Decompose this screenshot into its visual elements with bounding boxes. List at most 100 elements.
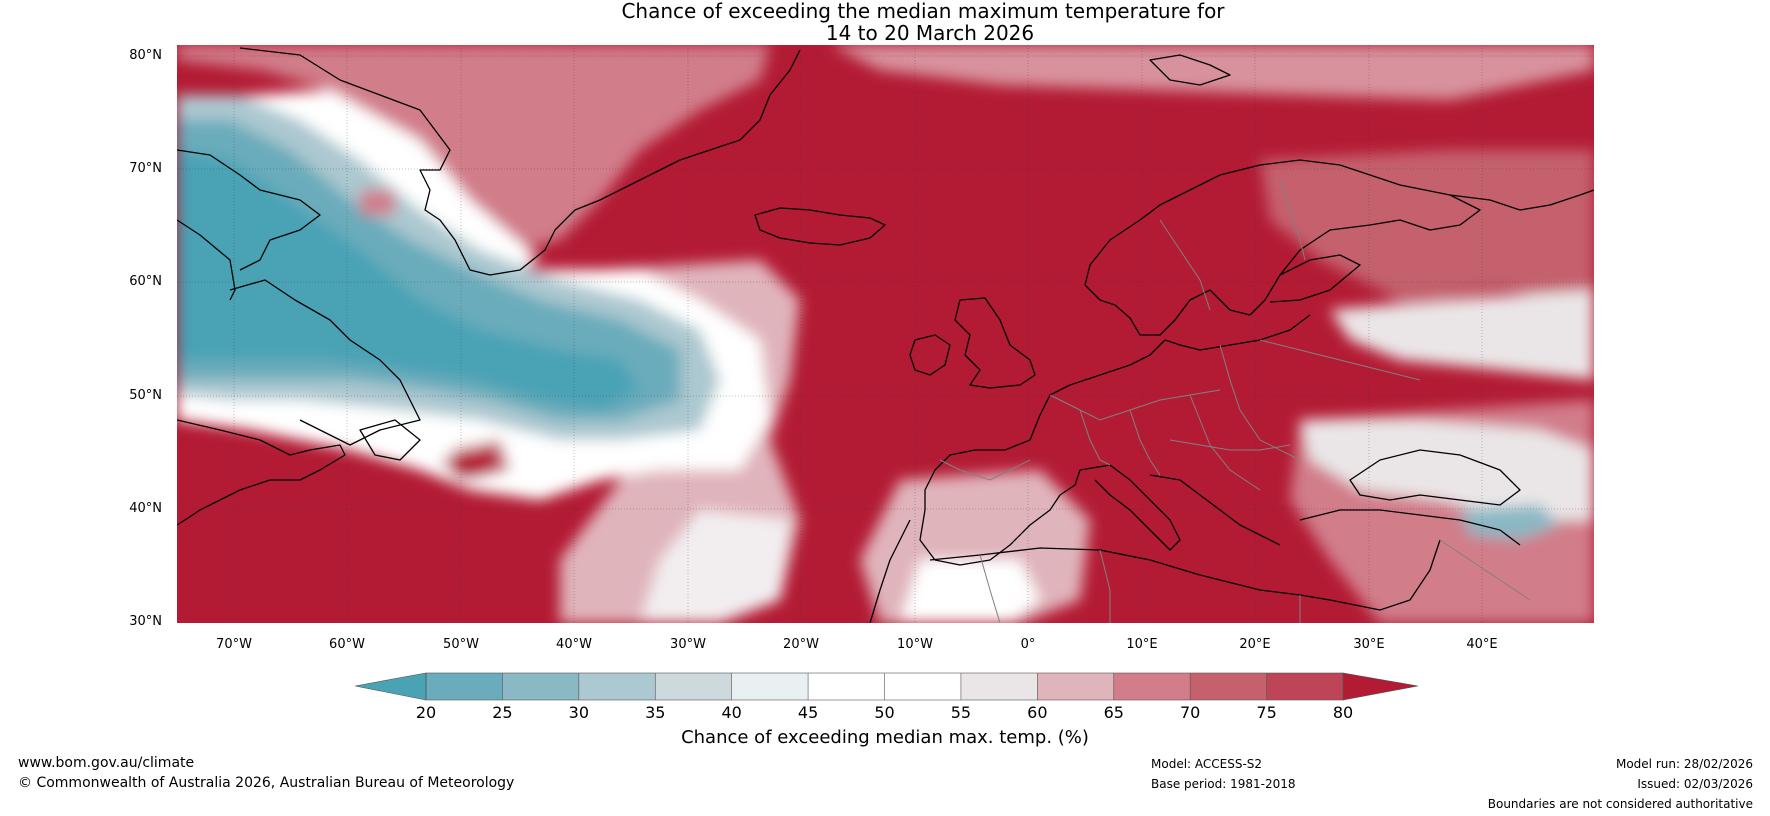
- probability-map: [177, 45, 1594, 623]
- lon-label-70w: 70°W: [216, 637, 252, 652]
- border-europe-2: [1079, 409, 1111, 466]
- field-neutral-russia: [1330, 290, 1594, 380]
- lat-label-70n: 70°N: [129, 161, 162, 176]
- field-red-patch-atlantic-2: [440, 450, 500, 480]
- field-neutral-black-sea: [1300, 420, 1594, 520]
- field-light-red-europe-east: [1260, 150, 1594, 300]
- colorbar-segment: [884, 673, 962, 700]
- colorbar-high-extend: [1342, 672, 1419, 701]
- lon-label-40e: 40°E: [1466, 637, 1498, 652]
- colorbar-segment: [578, 673, 656, 700]
- footer-base-period: Base period: 1981-2018: [1151, 777, 1296, 791]
- border-europe-3: [1129, 409, 1161, 476]
- field-neutral-north-africa: [900, 560, 1040, 623]
- border-middle-east: [1439, 539, 1531, 601]
- probability-field: [177, 45, 1594, 623]
- field-light-red-north: [177, 45, 770, 250]
- footer-issued: Issued: 02/03/2026: [1637, 777, 1753, 791]
- coast-greenland: [239, 47, 801, 276]
- colorbar-segment: [1190, 673, 1268, 700]
- field-red-patch-greenland: [360, 190, 395, 215]
- coast-britain: [954, 297, 1036, 389]
- coast-black-sea: [1349, 449, 1521, 506]
- coast-newfoundland: [359, 419, 421, 461]
- title-line-1: Chance of exceeding the median maximum t…: [621, 0, 1225, 23]
- lon-label-0: 0°: [1020, 637, 1036, 652]
- footer-model-run: Model run: 28/02/2026: [1615, 757, 1753, 771]
- lon-label-30e: 30°E: [1353, 637, 1385, 652]
- coast-europe-north: [1099, 314, 1311, 376]
- coast-africa-med: [929, 539, 1441, 611]
- coast-ireland: [909, 334, 951, 376]
- border-europe-7: [1169, 439, 1291, 451]
- coast-north-america-east: [177, 419, 346, 526]
- colorbar-tick-label: 75: [1256, 703, 1277, 722]
- lat-label-60n: 60°N: [129, 274, 162, 289]
- colorbar-tick-label: 65: [1103, 703, 1124, 722]
- lon-label-10e: 10°E: [1126, 637, 1158, 652]
- lon-label-20e: 20°E: [1239, 637, 1271, 652]
- coast-adriatic-balkans: [1149, 474, 1281, 546]
- lon-label-40w: 40°W: [556, 637, 592, 652]
- colorbar-tick-label: 35: [645, 703, 666, 722]
- colorbar-segment: [960, 673, 1038, 700]
- coast-turkey: [1299, 509, 1521, 546]
- coast-north-africa: [869, 519, 911, 623]
- colorbar-tick-label: 70: [1179, 703, 1201, 722]
- coast-finland-gulf: [1269, 254, 1361, 303]
- lon-label-50w: 50°W: [443, 637, 479, 652]
- colorbar-label: Chance of exceeding median max. temp. (%…: [681, 727, 1089, 748]
- country-borders: [939, 179, 1531, 623]
- coast-labrador: [229, 279, 421, 446]
- colorbar-segment: [426, 673, 503, 700]
- border-libya: [1099, 549, 1111, 623]
- coast-italy: [1079, 464, 1181, 551]
- lat-label-40n: 40°N: [129, 501, 162, 516]
- coast-russia-north: [1449, 189, 1594, 211]
- border-finland: [1279, 179, 1306, 261]
- lat-label-80n: 80°N: [129, 48, 162, 63]
- coast-iceland: [754, 207, 886, 246]
- coast-hudson: [177, 219, 236, 301]
- colorbar-segment: [1266, 673, 1344, 700]
- border-north-africa: [979, 554, 1001, 623]
- colorbar-segment: [731, 673, 809, 700]
- lon-label-20w: 20°W: [783, 637, 819, 652]
- coast-europe-west: [919, 374, 1101, 566]
- border-scandinavia: [1159, 219, 1211, 311]
- border-europe-6: [1259, 339, 1421, 381]
- border-europe-5: [1219, 344, 1301, 461]
- colorbar-tick-label: 50: [874, 703, 895, 722]
- lon-label-10w: 10°W: [897, 637, 933, 652]
- footer-url[interactable]: www.bom.gov.au/climate: [18, 755, 195, 771]
- footer-disclaimer: Boundaries are not considered authoritat…: [1487, 797, 1753, 811]
- colorbar-tick-label: 25: [492, 703, 513, 722]
- footer-copyright: © Commonwealth of Australia 2026, Austra…: [18, 775, 515, 791]
- coast-svalbard: [1149, 54, 1231, 86]
- coast-baffin: [177, 149, 321, 271]
- colorbar-tick-label: 40: [721, 703, 742, 722]
- map-title: Chance of exceeding the median maximum t…: [0, 0, 1770, 22]
- colorbar-segment: [1037, 673, 1115, 700]
- footer-model: Model: ACCESS-S2: [1151, 757, 1263, 771]
- field-light-red-north-east: [830, 45, 1594, 100]
- graticule: [177, 45, 1594, 623]
- colorbar-tick-label: 60: [1027, 703, 1048, 722]
- lat-label-30n: 30°N: [129, 614, 162, 629]
- colorbar-tick-label: 80: [1332, 703, 1354, 722]
- colorbar-tick-label: 55: [950, 703, 972, 722]
- lon-label-60w: 60°W: [329, 637, 365, 652]
- colorbar-tick-label: 20: [415, 703, 437, 722]
- field-neutral-saharan: [640, 510, 790, 623]
- colorbar-tick-label: 30: [568, 703, 589, 722]
- colorbar-segment: [808, 673, 885, 700]
- lat-label-50n: 50°N: [129, 388, 162, 403]
- colorbar-low-extend: [354, 672, 427, 701]
- colorbar-tick-label: 45: [797, 703, 819, 722]
- colorbar-segment: [655, 673, 733, 700]
- colorbar-segment: [502, 673, 580, 700]
- colorbar-segment: [1113, 673, 1191, 700]
- title-line-2: 14 to 20 March 2026: [825, 21, 1035, 45]
- colorbar-frame: [425, 672, 1344, 701]
- coast-scandinavia: [1084, 159, 1481, 336]
